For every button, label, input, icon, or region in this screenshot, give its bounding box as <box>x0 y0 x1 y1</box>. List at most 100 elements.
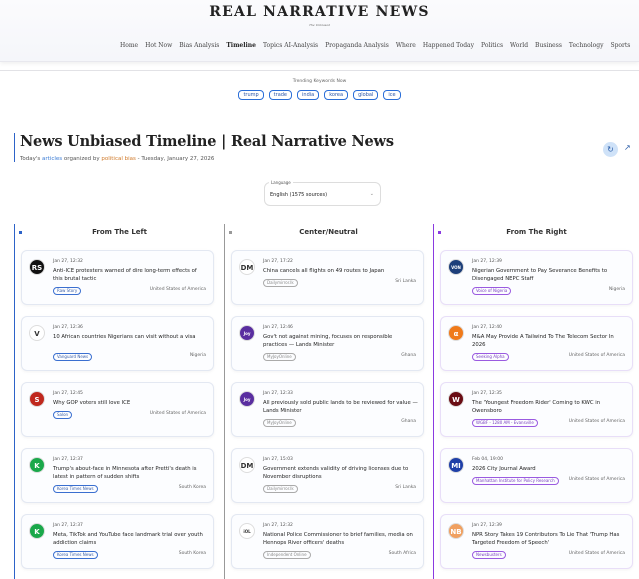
source-badge[interactable]: Seeking Alpha <box>472 353 509 361</box>
language-select[interactable]: Language English (1575 sources) ⌄ <box>264 180 381 206</box>
article-country: Nigeria <box>189 353 206 358</box>
nav-item[interactable]: Politics <box>481 42 504 49</box>
article-card[interactable]: MI Feb 04, 19:00 2026 City Journal Award… <box>440 448 633 503</box>
source-badge[interactable]: Korea Times News <box>53 485 98 493</box>
nav-item[interactable]: Bias Analysis <box>179 42 220 49</box>
article-country: United States of America <box>568 551 625 556</box>
source-badge[interactable]: Manhattan Institute for Policy Research <box>472 477 559 485</box>
nav-item[interactable]: Happened Today <box>422 42 475 49</box>
nav-item[interactable]: Sports <box>610 42 631 49</box>
refresh-button[interactable]: ↻ <box>603 142 618 157</box>
article-headline[interactable]: The 'Youngest Freedom Rider' Coming to K… <box>472 400 601 414</box>
site-logo[interactable]: REAL NARRATIVE NEWS <box>209 4 430 20</box>
site-header: REAL NARRATIVE NEWS The Unbiased <box>0 0 639 62</box>
article-card[interactable]: DM Jan 27, 17:22 China cancels all fligh… <box>231 250 424 305</box>
subtitle-text: Today's <box>20 156 43 162</box>
source-badge[interactable]: Independent Online <box>263 551 311 559</box>
article-card[interactable]: RS Jan 27, 12:32 Anti-ICE protesters war… <box>21 250 214 305</box>
article-country: Ghana <box>401 419 416 424</box>
nav-item[interactable]: Home <box>120 42 139 49</box>
source-badge[interactable]: Korea Times News <box>53 551 98 559</box>
subtitle-text: - Tuesday, January 27, 2026 <box>135 156 215 162</box>
article-date: Jan 27, 12:39 <box>472 523 502 528</box>
keyword-chip[interactable]: trump <box>238 90 264 100</box>
source-badge[interactable]: Raw Story <box>53 287 82 295</box>
source-badge[interactable]: Vanguard News <box>53 353 93 361</box>
article-card[interactable]: DM Jan 27, 15:03 Government extends vali… <box>231 448 424 503</box>
article-headline[interactable]: Gov't not against mining, focuses on res… <box>263 334 393 348</box>
nav-item[interactable]: Where <box>395 42 416 49</box>
source-badge[interactable]: Dailymirror.lk <box>263 485 298 493</box>
source-badge[interactable]: MyJoyOnline <box>263 419 296 427</box>
language-label: Language <box>269 180 293 185</box>
source-logo-icon: iOL <box>239 523 255 539</box>
source-badge[interactable]: Salon <box>53 411 73 419</box>
trending-chart-icon[interactable]: ↗ <box>624 143 631 152</box>
article-card[interactable]: S Jan 27, 12:45 Why GOP voters still lov… <box>21 382 214 437</box>
article-headline[interactable]: Why GOP voters still love ICE <box>53 400 131 406</box>
article-card[interactable]: iOL Jan 27, 12:32 National Police Commis… <box>231 514 424 569</box>
article-country: Sri Lanka <box>395 485 416 490</box>
divider <box>0 70 639 71</box>
nav-item[interactable]: Business <box>535 42 562 49</box>
article-country: United States of America <box>149 411 206 416</box>
source-logo-icon: RS <box>29 259 45 275</box>
article-date: Feb 04, 19:00 <box>472 457 503 462</box>
source-badge[interactable]: Dailymirror.lk <box>263 279 298 287</box>
subtitle-text: political bias <box>101 156 136 162</box>
site-tagline: The Unbiased <box>308 23 331 27</box>
nav-item[interactable]: Technology <box>568 42 604 49</box>
article-card[interactable]: Joy Jan 27, 12:33 All previously sold pu… <box>231 382 424 437</box>
article-country: United States of America <box>149 287 206 292</box>
nav-item[interactable]: Hot Now <box>145 42 173 49</box>
article-date: Jan 27, 12:39 <box>472 259 502 264</box>
article-headline[interactable]: NPR Story Takes 19 Contributors To Lie T… <box>472 532 620 546</box>
nav-item[interactable]: World <box>510 42 529 49</box>
article-headline[interactable]: All previously sold public lands to be r… <box>263 400 418 414</box>
source-badge[interactable]: Voice of Nigeria <box>472 287 512 295</box>
article-card[interactable]: K Jan 27, 12:37 Trump's about-face in Mi… <box>21 448 214 503</box>
nav-item[interactable]: Propaganda Analysis <box>325 42 389 49</box>
nav-item[interactable]: Topics AI-Analysis <box>262 42 319 49</box>
article-headline[interactable]: Trump's about-face in Minnesota after Pr… <box>53 466 197 480</box>
article-card[interactable]: V Jan 27, 12:36 10 African countries Nig… <box>21 316 214 371</box>
article-headline[interactable]: China cancels all flights on 49 routes t… <box>263 268 385 274</box>
keyword-chip[interactable]: global <box>353 90 379 100</box>
article-date: Jan 27, 12:32 <box>53 259 83 264</box>
keyword-chip[interactable]: ice <box>383 90 401 100</box>
article-card[interactable]: NB Jan 27, 12:39 NPR Story Takes 19 Cont… <box>440 514 633 569</box>
keyword-chip[interactable]: india <box>297 90 320 100</box>
article-headline[interactable]: Government extends validity of driving l… <box>263 466 409 480</box>
source-badge[interactable]: MyJoyOnline <box>263 353 296 361</box>
article-date: Jan 27, 12:46 <box>263 325 293 330</box>
refresh-icon: ↻ <box>607 145 614 154</box>
article-headline[interactable]: M&A May Provide A Tailwind To The Teleco… <box>472 334 614 348</box>
source-logo-icon: VON <box>448 259 464 275</box>
article-headline[interactable]: 2026 City Journal Award <box>472 466 536 472</box>
article-headline[interactable]: Meta, TikTok and YouTube face landmark t… <box>53 532 203 546</box>
article-headline[interactable]: 10 African countries Nigerians can visit… <box>53 334 196 340</box>
article-card[interactable]: α Jan 27, 12:40 M&A May Provide A Tailwi… <box>440 316 633 371</box>
column-marker <box>438 231 441 234</box>
subtitle-text: organized by <box>62 156 102 162</box>
article-card[interactable]: VON Jan 27, 12:39 Nigerian Government to… <box>440 250 633 305</box>
article-headline[interactable]: Nigerian Government to Pay Severance Ben… <box>472 268 608 282</box>
article-headline[interactable]: National Police Commissioner to brief fa… <box>263 532 413 546</box>
article-card[interactable]: W Jan 27, 12:35 The 'Youngest Freedom Ri… <box>440 382 633 437</box>
article-date: Jan 27, 12:35 <box>472 391 502 396</box>
article-country: Ghana <box>401 353 416 358</box>
article-card[interactable]: Joy Jan 27, 12:46 Gov't not against mini… <box>231 316 424 371</box>
article-card[interactable]: K Jan 27, 12:37 Meta, TikTok and YouTube… <box>21 514 214 569</box>
keyword-chip[interactable]: trade <box>268 90 293 100</box>
source-badge[interactable]: WGBF - 1280 AM - Evansville <box>472 419 538 427</box>
source-logo-icon: DM <box>239 259 255 275</box>
keyword-chip[interactable]: korea <box>324 90 349 100</box>
nav-item[interactable]: Timeline <box>226 42 256 49</box>
trending-keywords: trump trade india korea global ice <box>0 90 639 100</box>
article-country: United States of America <box>568 353 625 358</box>
source-logo-icon: V <box>29 325 45 341</box>
source-badge[interactable]: Newsbusters <box>472 551 506 559</box>
article-headline[interactable]: Anti-ICE protesters warned of dire long-… <box>53 268 197 282</box>
column-title: From The Left <box>92 228 147 236</box>
source-logo-icon: MI <box>448 457 464 473</box>
